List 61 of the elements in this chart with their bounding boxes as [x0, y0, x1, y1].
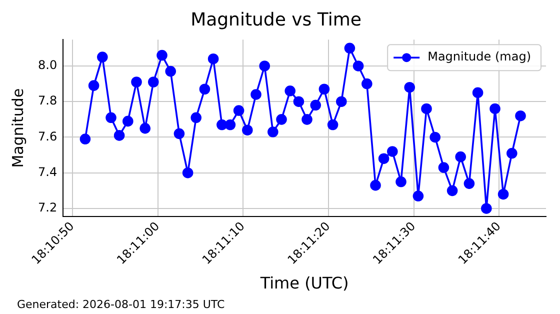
point: [208, 53, 219, 64]
text: Generated: 2026-08-01 19:17:35 UTC: [17, 298, 226, 311]
y-tick-label: 7.6: [38, 129, 58, 144]
point: [446, 185, 458, 196]
point: [88, 80, 100, 91]
point: [250, 89, 262, 100]
point: [396, 176, 406, 188]
point: [165, 66, 176, 77]
x-axis-title: Time (UTC): [259, 274, 349, 293]
point: [464, 178, 475, 189]
point: [370, 180, 381, 191]
point: [378, 153, 390, 164]
point: [310, 100, 321, 111]
point: [156, 50, 168, 61]
point: [336, 96, 347, 107]
point: [362, 78, 372, 90]
point: [302, 114, 312, 125]
y-axis-title: Magnitude: [8, 88, 27, 168]
point: [224, 119, 236, 130]
point: [242, 124, 253, 136]
point: [148, 76, 159, 88]
point: [293, 96, 304, 107]
point: [430, 132, 440, 143]
point: [182, 167, 194, 178]
point: [97, 52, 108, 62]
point: [515, 110, 526, 122]
point: [421, 103, 432, 114]
point: [140, 122, 151, 134]
point: [131, 76, 142, 88]
point: [506, 148, 518, 159]
point: [174, 128, 185, 140]
point: [284, 86, 296, 96]
legend-label: Magnitude (mag): [428, 50, 532, 64]
point: [276, 114, 287, 125]
point: [472, 87, 484, 98]
y-tick-label: 7.2: [38, 200, 58, 215]
point: [122, 116, 134, 127]
point: [455, 151, 466, 162]
point: [199, 84, 210, 95]
point: [233, 105, 244, 116]
chart-title: Magnitude vs Time: [190, 9, 362, 30]
point: [318, 84, 330, 95]
point: [114, 130, 125, 141]
point: [481, 203, 492, 214]
point: [387, 146, 398, 157]
point: [490, 103, 500, 114]
point: [190, 112, 202, 124]
y-tick-label: 7.4: [38, 164, 58, 179]
point: [412, 190, 424, 202]
point: [498, 188, 509, 200]
y-tick-label: 8.0: [38, 58, 58, 72]
point: [438, 162, 450, 173]
point: [352, 60, 364, 72]
point: [268, 126, 278, 138]
point: [344, 42, 356, 54]
point: [259, 60, 270, 72]
point: [404, 82, 416, 93]
point: [106, 112, 116, 124]
point: [327, 119, 338, 130]
y-tick-label: 7.8: [38, 94, 58, 108]
point: [80, 134, 91, 144]
